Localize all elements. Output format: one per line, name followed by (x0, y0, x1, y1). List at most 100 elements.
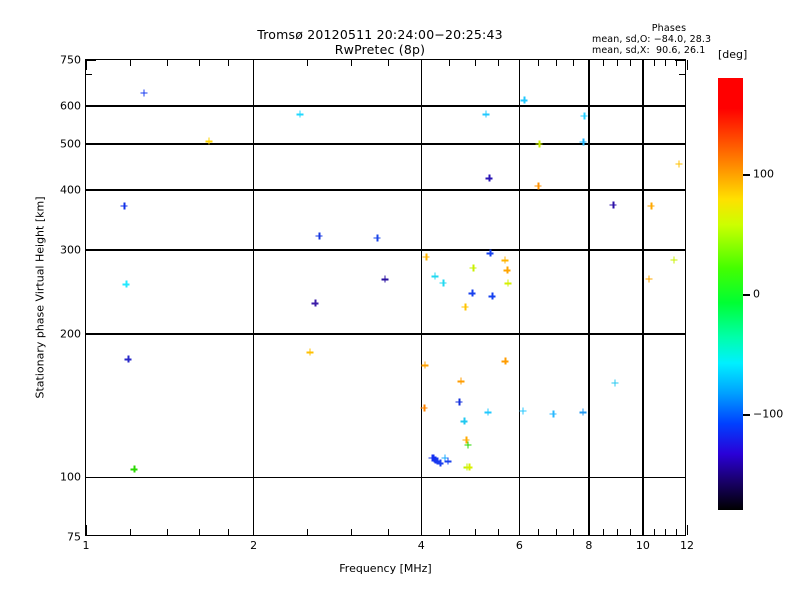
scatter-point (422, 253, 430, 261)
y-tick-label: 400 (60, 183, 81, 197)
x-tick (642, 525, 644, 535)
scatter-point (549, 410, 557, 418)
x-tick (603, 60, 605, 66)
x-tick-label: 6 (515, 539, 523, 552)
y-tick (86, 249, 96, 251)
x-tick (388, 60, 390, 66)
x-tick (420, 60, 422, 70)
chart-subtitle: RwPretec (8p) (334, 42, 426, 57)
y-tick (86, 189, 96, 191)
x-tick (497, 529, 499, 535)
phases-extraordinary-stats: mean, sd,X: 90.6, 26.1 (592, 45, 706, 56)
scatter-point (124, 355, 132, 363)
x-tick (616, 529, 618, 535)
x-tick (629, 529, 631, 535)
y-axis-title-text: Stationary phase Virtual Height [km] (33, 196, 47, 399)
y-tick-label: 500 (60, 137, 81, 151)
scatter-point (519, 407, 527, 415)
gridline-vertical (518, 60, 521, 535)
x-tick-label: 1 (82, 539, 90, 552)
colorbar-tick (743, 174, 750, 176)
gridline-horizontal (86, 189, 685, 191)
scatter-point (579, 408, 587, 416)
x-tick (603, 529, 605, 535)
x-tick (351, 60, 353, 66)
y-tick (675, 333, 685, 335)
phases-ordinary-stats: mean, sd,O: −84.0, 28.3 (592, 34, 712, 45)
y-tick (86, 105, 96, 107)
scatter-point (457, 377, 465, 385)
scatter-point (488, 292, 496, 300)
scatter-point (444, 457, 452, 465)
scatter-point (311, 299, 319, 307)
y-tick (86, 333, 96, 335)
scatter-point (611, 379, 619, 387)
y-tick-label: 300 (60, 243, 81, 257)
x-tick (474, 60, 476, 66)
x-tick (129, 60, 131, 66)
x-tick (538, 60, 540, 66)
gridline-vertical (588, 60, 590, 535)
scatter-point (439, 279, 447, 287)
colorbar: 100 0 −100 (718, 78, 783, 510)
x-tick (654, 60, 656, 66)
x-tick-label: 2 (250, 539, 258, 552)
y-tick (675, 105, 685, 107)
y-tick (675, 476, 685, 478)
y-tick (86, 59, 96, 61)
scatter-point (373, 234, 381, 242)
scatter-point (609, 201, 617, 209)
y-tick-label: 75 (67, 530, 81, 544)
plot-area: 75 100 200 300 400 500 600 750 1 2 4 6 8 10 12 (60, 54, 694, 553)
scatter-point (122, 280, 130, 288)
colorbar-tick-label: −100 (753, 407, 784, 421)
scatter-point (501, 357, 509, 365)
scatter-point (461, 303, 469, 311)
scatter-point (436, 459, 444, 467)
x-tick (85, 60, 87, 70)
y-tick (86, 476, 96, 478)
scatter-point (465, 463, 473, 471)
scatter-point (520, 96, 528, 104)
scatter-point (463, 463, 471, 471)
scatter-point (130, 465, 138, 473)
scatter-point (534, 182, 542, 190)
scatter-point (460, 417, 468, 425)
x-axis-title-text: Frequency [MHz] (339, 562, 432, 575)
x-tick (351, 529, 353, 535)
x-tick (307, 60, 309, 66)
x-tick (556, 529, 558, 535)
x-tick (629, 60, 631, 66)
x-tick (388, 529, 390, 535)
scatter-point (315, 232, 323, 240)
x-axis-title: Frequency [MHz] (85, 562, 686, 575)
scatter-point (140, 89, 148, 97)
y-tick-label: 600 (60, 99, 81, 113)
phases-annotation: Phases mean, sd,O: −84.0, 28.3 mean, sd,… (592, 23, 800, 56)
x-tick (665, 529, 667, 535)
y-tick (86, 73, 92, 75)
scatter-point (484, 408, 492, 416)
y-tick-label: 750 (60, 53, 81, 67)
scatter-point (501, 256, 509, 264)
chart-title: Tromsø 20120511 20:24:00−20:25:43 RwPret… (0, 27, 760, 57)
x-tick (642, 60, 644, 70)
x-tick (654, 529, 656, 535)
x-tick (253, 60, 255, 70)
x-tick (665, 60, 667, 66)
scatter-point (433, 457, 441, 465)
x-tick (572, 529, 574, 535)
scatter-point (485, 174, 493, 182)
scatter-point (670, 256, 678, 264)
x-tick (199, 60, 201, 66)
x-tick (449, 529, 451, 535)
scatter-point (503, 266, 511, 274)
scatter-point (430, 454, 438, 462)
x-tick-label: 4 (417, 539, 425, 552)
x-tick (686, 525, 688, 535)
scatter-point (647, 202, 655, 210)
gridline-horizontal (86, 249, 685, 251)
x-tick (676, 60, 678, 66)
x-tick (253, 525, 255, 535)
